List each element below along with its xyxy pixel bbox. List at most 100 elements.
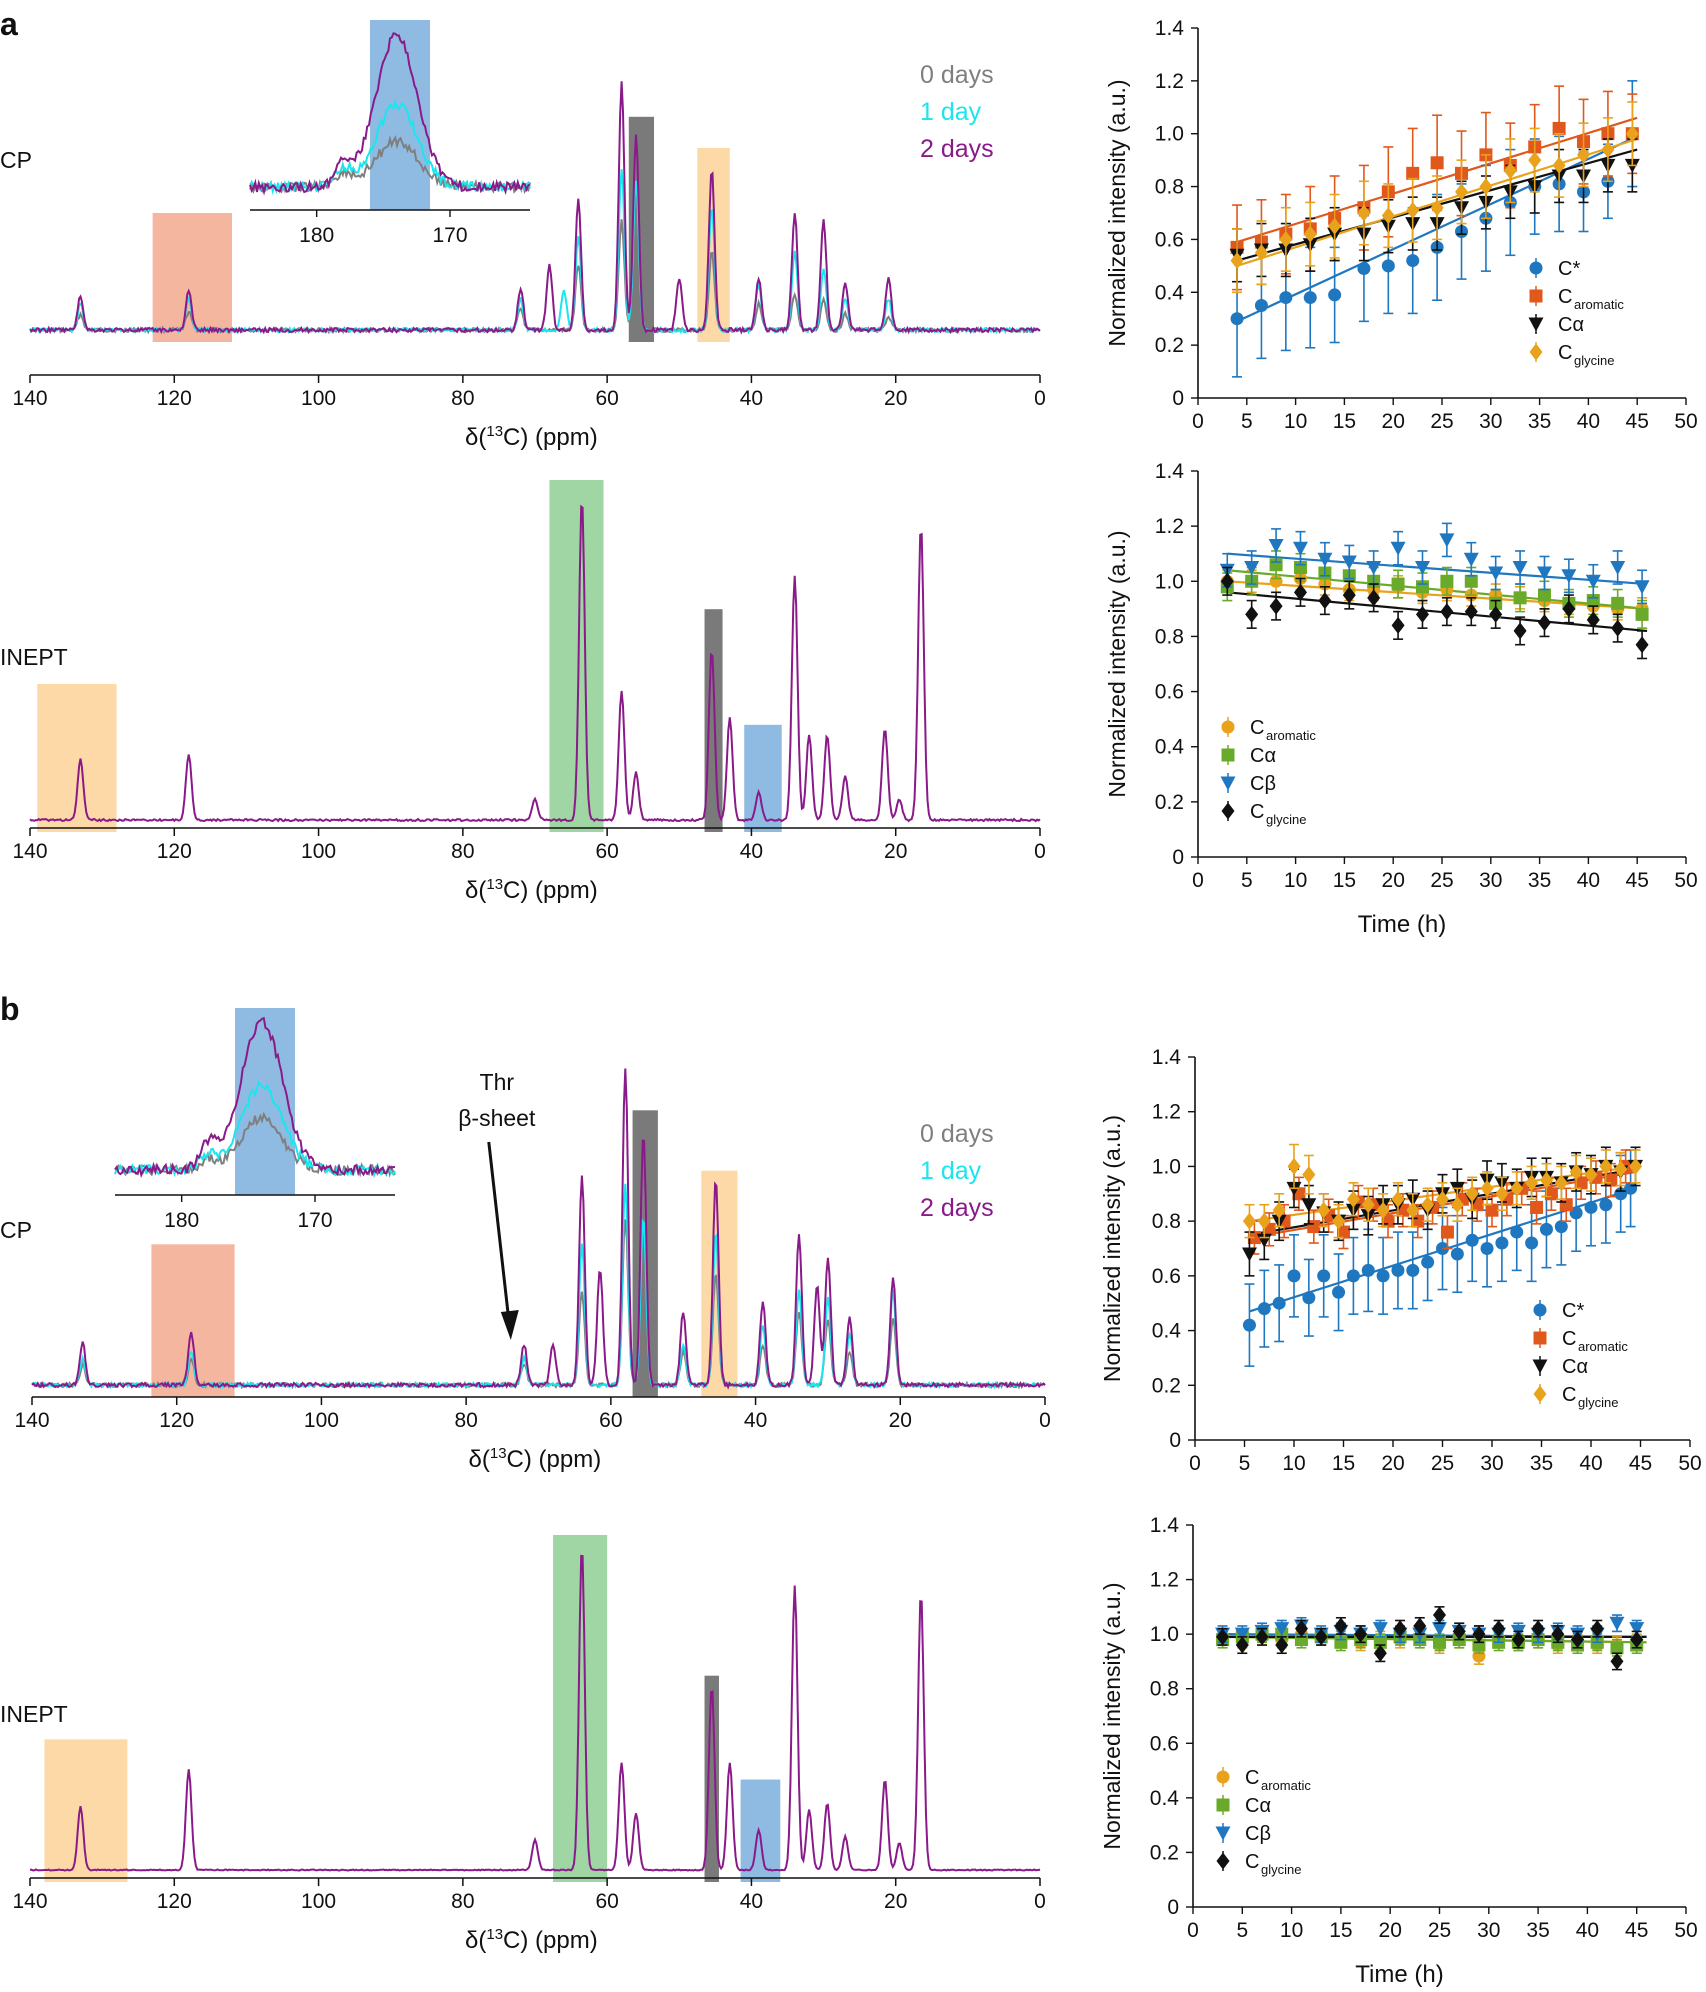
- data-point: [1440, 574, 1454, 588]
- legend-label-subscript: glycine: [1574, 353, 1614, 368]
- legend-label: Cβ: [1245, 1823, 1271, 1845]
- inset: 180 170: [249, 20, 531, 247]
- annotation-arrowhead: [500, 1310, 519, 1340]
- inset-tick-label: 170: [297, 1209, 332, 1232]
- x-tick-label: 80: [454, 1409, 477, 1432]
- data-point: [1492, 1620, 1506, 1638]
- y-tick-label: 0.6: [1155, 681, 1184, 704]
- x-tick-label: 140: [12, 840, 47, 863]
- data-point: [1479, 178, 1493, 196]
- x-tick-label: 40: [1577, 410, 1600, 433]
- data-point: [1328, 288, 1342, 302]
- legend-label: Cβ: [1250, 773, 1276, 795]
- data-point: [1610, 1652, 1624, 1670]
- data-point: [1629, 1622, 1645, 1637]
- y-tick-label: 0.2: [1155, 334, 1184, 357]
- data-point: [1354, 1625, 1368, 1643]
- inset-band: [370, 20, 430, 210]
- spectrum-label: INEPT: [0, 644, 68, 670]
- data-point: [1551, 1625, 1565, 1643]
- inset-tick-label: 170: [432, 224, 467, 247]
- x-tick-label: 140: [12, 1890, 47, 1913]
- data-point: [1590, 1620, 1604, 1638]
- data-point: [1272, 1296, 1286, 1310]
- spectrum-label: INEPT: [0, 1701, 68, 1727]
- data-point: [1269, 597, 1283, 615]
- data-point: [1257, 1212, 1271, 1230]
- y-tick-label: 0.4: [1150, 1787, 1180, 1810]
- data-point: [1220, 572, 1234, 590]
- x-tick-label: 0: [1187, 1919, 1199, 1942]
- data-point: [1254, 299, 1268, 312]
- y-tick-label: 0.6: [1155, 228, 1184, 251]
- data-point: [1230, 252, 1244, 270]
- legend-label: C*: [1558, 258, 1580, 280]
- x-tick-label: 20: [1382, 869, 1405, 892]
- data-point: [1242, 1318, 1256, 1332]
- data-point: [1334, 1617, 1348, 1635]
- data-point: [1601, 141, 1615, 159]
- data-point: [1465, 1233, 1479, 1247]
- a-inept-panel: 140 120 100 80 60 40 20 0 δ(13C) (ppm) INEPT: [0, 480, 1046, 904]
- x-tick-label: 40: [1579, 1452, 1602, 1475]
- x-tick-label: 40: [740, 1890, 763, 1913]
- legend-label: Cα: [1562, 1356, 1588, 1378]
- legend-label: Cα: [1245, 1795, 1271, 1817]
- x-tick-label: 40: [1576, 1919, 1599, 1942]
- fit-line: [1227, 580, 1648, 610]
- x-tick-label: 80: [451, 387, 474, 410]
- x-tick-label: 35: [1528, 410, 1551, 433]
- spectrum-label: CP: [0, 1217, 32, 1243]
- spectrum-line: [29, 81, 1041, 335]
- x-tick-label: 0: [1192, 869, 1204, 892]
- data-point: [1372, 1622, 1388, 1637]
- x-tick-label: 0: [1034, 1890, 1046, 1913]
- data-point: [1337, 1225, 1350, 1239]
- x-tick-label: 40: [1577, 869, 1600, 892]
- x-tick-label: 100: [301, 840, 336, 863]
- y-tick-label: 0.2: [1150, 1841, 1179, 1864]
- a-bottom-panel: 0 5 10 15 20 25 30 35 40 45 50 0 0.2 0.4 0.6 0.8 1.0 1.2 1…: [1104, 460, 1698, 938]
- legend-label: C: [1562, 1328, 1576, 1350]
- data-point: [1552, 121, 1566, 135]
- y-tick-label: 0.8: [1152, 1210, 1181, 1233]
- data-point: [1230, 312, 1244, 326]
- x-tick-label: 25: [1428, 1919, 1451, 1942]
- inset-tick-label: 180: [299, 224, 334, 247]
- data-point: [1586, 611, 1600, 629]
- data-point: [1215, 1826, 1231, 1841]
- legend-entry: 0 days: [920, 1120, 994, 1148]
- y-axis-label: Normalized intensity (a.u.): [1099, 1115, 1125, 1382]
- x-tick-label: 30: [1479, 869, 1502, 892]
- legend-entry: 2 days: [920, 135, 994, 163]
- annotation-text: Thr: [480, 1069, 515, 1095]
- legend-entry: 0 days: [920, 61, 994, 89]
- x-tick-label: 10: [1280, 1919, 1303, 1942]
- x-axis-label: δ(13C) (ppm): [465, 876, 598, 904]
- inset-band: [235, 1008, 295, 1195]
- b-cp-panel: 140 120 100 80 60 40 20 0 δ(13C) (ppm) CP b 0 days 1…: [0, 991, 1051, 1473]
- data-point: [1406, 1201, 1420, 1219]
- data-point: [1235, 1636, 1249, 1654]
- x-tick-label: 25: [1430, 410, 1453, 433]
- x-tick-label: 40: [740, 387, 763, 410]
- data-point: [1539, 1222, 1553, 1236]
- x-tick-label: 15: [1332, 1452, 1355, 1475]
- y-tick-label: 1.4: [1155, 17, 1185, 40]
- data-point: [1216, 1770, 1230, 1784]
- data-point: [1610, 561, 1626, 575]
- data-point: [1530, 1200, 1544, 1214]
- data-point: [1452, 1622, 1466, 1640]
- x-tick-label: 15: [1333, 410, 1356, 433]
- x-axis-label: δ(13C) (ppm): [465, 1926, 598, 1954]
- x-tick-label: 15: [1329, 1919, 1352, 1942]
- y-tick-label: 1.2: [1152, 1101, 1181, 1124]
- data-point: [1440, 603, 1454, 621]
- data-point: [1599, 1198, 1613, 1212]
- x-tick-label: 0: [1039, 1409, 1051, 1432]
- y-tick-label: 1.0: [1150, 1623, 1179, 1646]
- data-point: [1537, 588, 1551, 602]
- annotation-text: β-sheet: [458, 1105, 536, 1131]
- y-axis-label: Normalized intensity (a.u.): [1104, 530, 1130, 797]
- x-tick-label: 5: [1241, 410, 1253, 433]
